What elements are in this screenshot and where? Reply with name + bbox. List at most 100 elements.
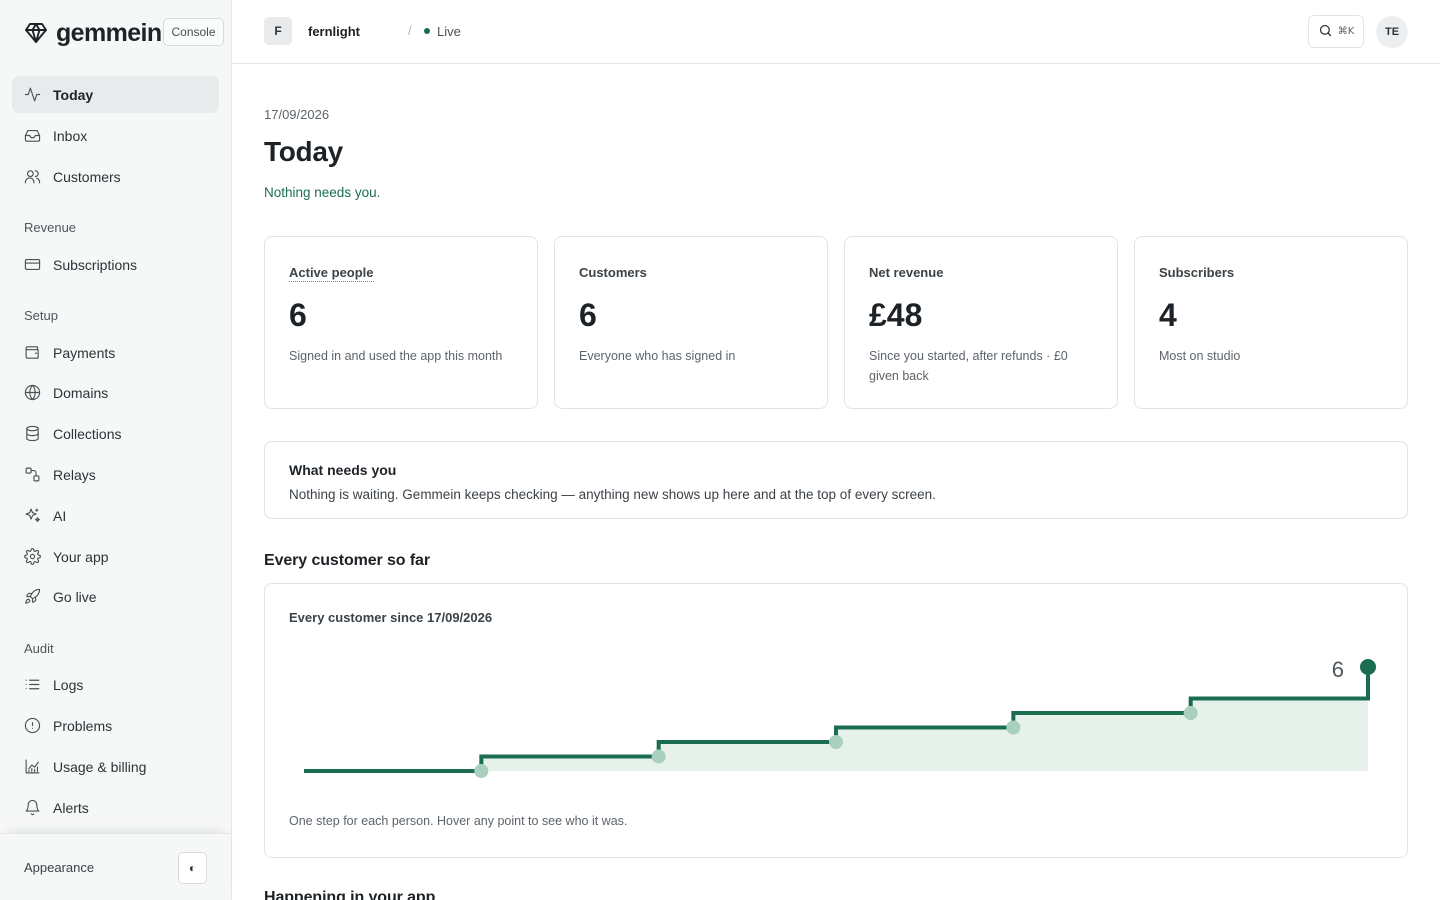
sidebar-item-problems[interactable]: Problems <box>12 707 219 744</box>
live-status-dot <box>424 28 430 34</box>
sidebar-item-label: Collections <box>53 425 122 442</box>
sidebar-item-label: Payments <box>53 344 116 361</box>
sidebar-section-setup: Setup <box>24 308 58 323</box>
brand[interactable]: gemmein <box>24 18 162 48</box>
sidebar-item-label: Domains <box>53 384 109 401</box>
workspace-avatar[interactable]: F <box>264 17 292 45</box>
activity-section-heading: Happening in your app <box>264 889 436 900</box>
sidebar-footer: Appearance ◐ <box>0 833 231 900</box>
live-status-label: Live <box>437 24 461 39</box>
sidebar-item-label: Your app <box>53 548 109 565</box>
bell-icon <box>24 799 41 816</box>
gear-icon <box>24 548 41 565</box>
sidebar-item-domains[interactable]: Domains <box>12 374 219 411</box>
topbar: F fernlight / Live ⌘K TE <box>232 0 1440 64</box>
stat-label: Net revenue <box>869 265 944 280</box>
stat-card-subscribers: Subscribers 4 Most on studio <box>1134 236 1408 409</box>
chart-caption: One step for each person. Hover any poin… <box>289 814 628 828</box>
credit-card-icon <box>24 256 41 273</box>
sidebar-item-go-live[interactable]: Go live <box>12 578 219 615</box>
stat-card-customers: Customers 6 Everyone who has signed in <box>554 236 828 409</box>
appearance-label: Appearance <box>24 860 95 875</box>
sidebar-section-audit: Audit <box>24 641 54 656</box>
stat-card-net-revenue: Net revenue £48 Since you started, after… <box>844 236 1118 409</box>
stat-label: Subscribers <box>1159 265 1235 280</box>
sidebar-item-label: Today <box>53 86 94 103</box>
sidebar-item-label: Subscriptions <box>53 256 138 273</box>
what-needs-you-card: What needs you Nothing is waiting. Gemme… <box>264 441 1408 519</box>
stat-card-active-people: Active people 6 Signed in and used the a… <box>264 236 538 409</box>
sidebar-item-ai[interactable]: AI <box>12 497 219 534</box>
users-icon <box>24 168 41 185</box>
page-date: 17/09/2026 <box>264 107 330 122</box>
search-icon <box>1318 23 1333 41</box>
stat-label: Customers <box>579 265 647 280</box>
sidebar-item-logs[interactable]: Logs <box>12 666 219 703</box>
stat-description: Everyone who has signed in <box>579 349 736 363</box>
stat-description: Signed in and used the app this month <box>289 349 503 363</box>
contrast-icon: ◐ <box>188 861 197 875</box>
chart-point[interactable] <box>474 764 489 778</box>
wallet-icon <box>24 344 41 361</box>
chart-icon <box>24 758 41 775</box>
chart-point[interactable] <box>1183 706 1198 720</box>
stat-description: Most on studio <box>1159 349 1241 363</box>
chart-title: Every customer since 17/09/2026 <box>289 610 493 625</box>
globe-icon <box>24 384 41 401</box>
sidebar-item-label: Usage & billing <box>53 758 147 775</box>
stat-value: 4 <box>1159 297 1177 333</box>
sidebar-item-customers[interactable]: Customers <box>12 158 219 195</box>
sidebar-item-payments[interactable]: Payments <box>12 334 219 371</box>
console-badge[interactable]: Console <box>163 18 224 46</box>
theme-toggle-button[interactable]: ◐ <box>178 852 207 884</box>
list-icon <box>24 676 41 693</box>
sidebar-item-label: Inbox <box>53 127 88 144</box>
customer-growth-chart-card: Every customer since 17/09/2026 6 One st… <box>264 583 1408 858</box>
sidebar-item-subscriptions[interactable]: Subscriptions <box>12 246 219 283</box>
stat-value: 6 <box>289 297 307 333</box>
sidebar-item-label: Logs <box>53 676 84 693</box>
alert-circle-icon <box>24 717 41 734</box>
sidebar-item-label: Alerts <box>53 799 89 816</box>
sidebar-item-inbox[interactable]: Inbox <box>12 117 219 154</box>
needs-title: What needs you <box>289 462 397 478</box>
stat-value: £48 <box>869 297 923 333</box>
search-shortcut: ⌘K <box>1337 26 1355 37</box>
sidebar-item-label: Problems <box>53 717 113 734</box>
chart-end-label: 6 <box>1332 657 1344 682</box>
sidebar-item-alerts[interactable]: Alerts <box>12 789 219 826</box>
sidebar-item-collections[interactable]: Collections <box>12 415 219 452</box>
sidebar-item-usage-and-billing[interactable]: Usage & billing <box>12 748 219 785</box>
stat-description: Since you started, after refunds · £0 gi… <box>869 349 1068 383</box>
sparkles-icon <box>24 507 41 524</box>
brand-name: gemmein <box>56 18 162 47</box>
sidebar-item-relays[interactable]: Relays <box>12 456 219 493</box>
sidebar-item-today[interactable]: Today <box>12 76 219 113</box>
sidebar-item-label: Go live <box>53 588 97 605</box>
gem-logo-icon <box>24 21 48 45</box>
sidebar-item-label: Customers <box>53 168 121 185</box>
status-message: Nothing needs you. <box>264 185 381 200</box>
page-title: Today <box>264 136 343 167</box>
database-icon <box>24 425 41 442</box>
customer-step-chart: 6 <box>304 657 1376 778</box>
sidebar-item-your-app[interactable]: Your app <box>12 538 219 575</box>
rocket-icon <box>24 588 41 605</box>
workspace-name[interactable]: fernlight <box>308 24 360 39</box>
route-icon <box>24 466 41 483</box>
chart-series-line <box>304 684 1370 773</box>
inbox-icon <box>24 127 41 144</box>
user-avatar[interactable]: TE <box>1376 16 1408 48</box>
search-button[interactable]: ⌘K <box>1308 15 1364 48</box>
stat-label[interactable]: Active people <box>289 265 374 282</box>
chart-point[interactable] <box>829 735 843 749</box>
breadcrumb-separator: / <box>408 23 412 38</box>
stat-value: 6 <box>579 297 597 333</box>
sidebar-section-revenue: Revenue <box>24 220 77 235</box>
sidebar-item-label: AI <box>53 507 67 524</box>
sidebar-item-label: Relays <box>53 466 96 483</box>
needs-text: Nothing is waiting. Gemmein keeps checki… <box>289 487 936 502</box>
chart-point[interactable] <box>651 749 666 764</box>
main-content: 17/09/2026 Today Nothing needs you. Acti… <box>232 64 1440 900</box>
chart-point[interactable] <box>1006 720 1021 735</box>
